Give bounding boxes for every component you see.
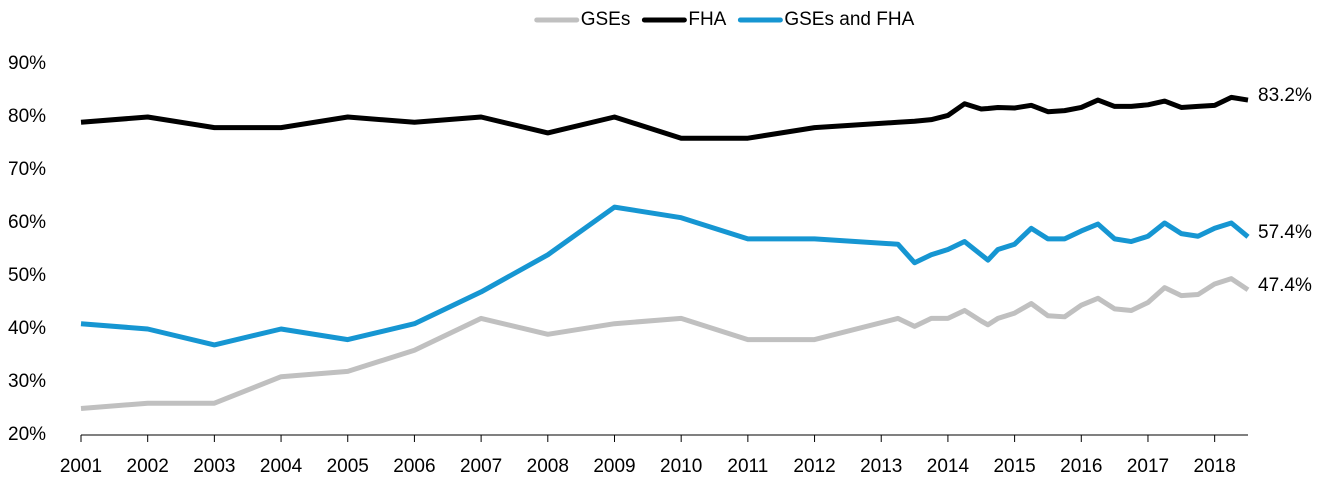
- legend-label: GSEs and FHA: [784, 9, 914, 30]
- x-tick-label: 2002: [127, 456, 169, 477]
- x-tick-label: 2001: [60, 456, 102, 477]
- end-label: 47.4%: [1258, 275, 1312, 296]
- y-tick-label: 80%: [8, 106, 46, 127]
- x-tick-label: 2004: [260, 456, 303, 477]
- x-tick-label: 2016: [1060, 456, 1102, 477]
- x-tick-label: 2014: [927, 456, 970, 477]
- y-tick-label: 50%: [8, 265, 46, 286]
- x-tick-label: 2003: [193, 456, 235, 477]
- x-tick-label: 2017: [1127, 456, 1169, 477]
- x-tick-label: 2010: [660, 456, 702, 477]
- end-label: 83.2%: [1258, 85, 1312, 106]
- y-tick-label: 20%: [8, 424, 46, 445]
- y-tick-label: 90%: [8, 53, 46, 74]
- x-tick-label: 2005: [327, 456, 369, 477]
- series-line: [80, 204, 1250, 348]
- series-line: [80, 94, 1249, 141]
- x-tick-label: 2015: [993, 456, 1035, 477]
- y-tick-label: 70%: [8, 159, 46, 180]
- x-tick-label: 2011: [727, 456, 768, 477]
- x-tick-label: 2018: [1194, 456, 1236, 477]
- x-tick-label: 2009: [593, 456, 635, 477]
- x-tick-label: 2007: [460, 456, 502, 477]
- x-tick-label: 2013: [860, 456, 902, 477]
- y-tick-label: 30%: [8, 371, 46, 392]
- x-tick-label: 2012: [793, 456, 835, 477]
- x-tick-label: 2006: [393, 456, 435, 477]
- y-tick-label: 40%: [8, 318, 46, 339]
- legend-label: FHA: [688, 9, 726, 30]
- x-tick-label: 2008: [527, 456, 569, 477]
- series-line: [80, 276, 1250, 411]
- legend-label: GSEs: [581, 9, 631, 30]
- end-label: 57.4%: [1258, 222, 1312, 243]
- y-tick-label: 60%: [8, 212, 46, 233]
